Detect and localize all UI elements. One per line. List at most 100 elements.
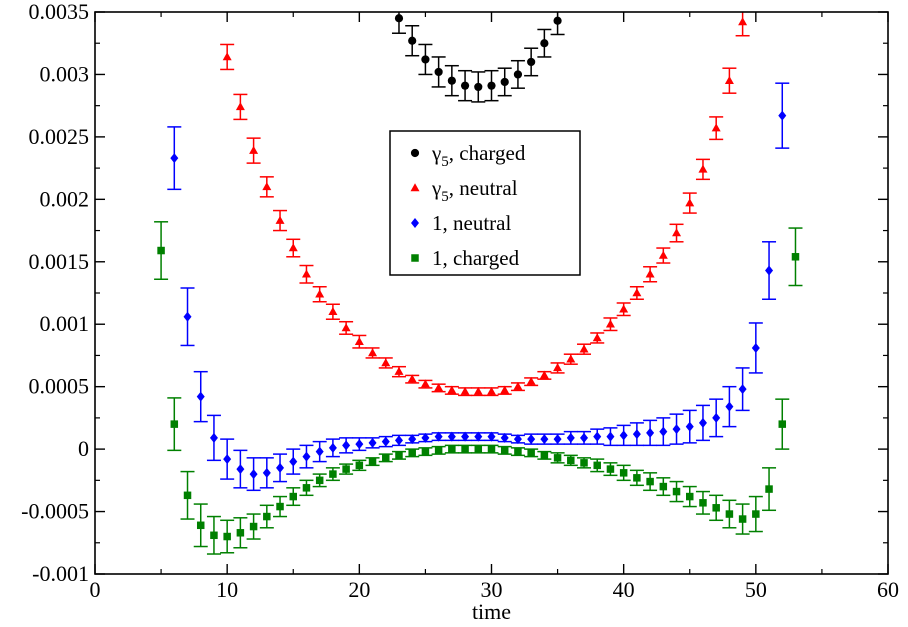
x-tick-label: 30 bbox=[481, 577, 503, 602]
data-point bbox=[236, 464, 245, 475]
data-point bbox=[527, 434, 536, 445]
data-point bbox=[434, 431, 443, 442]
data-point bbox=[619, 469, 628, 477]
data-point bbox=[672, 424, 681, 435]
data-point bbox=[434, 446, 443, 455]
data-point bbox=[474, 82, 483, 92]
data-point bbox=[685, 421, 694, 432]
data-point bbox=[341, 323, 351, 332]
data-point bbox=[394, 435, 403, 446]
data-point bbox=[235, 102, 245, 111]
data-point bbox=[289, 456, 298, 467]
data-point bbox=[196, 391, 205, 402]
data-point bbox=[553, 363, 563, 372]
data-point bbox=[645, 269, 655, 278]
data-point bbox=[368, 457, 377, 466]
data-point bbox=[632, 429, 641, 440]
data-point bbox=[355, 461, 364, 470]
data-point bbox=[791, 253, 800, 261]
plot-area bbox=[154, 12, 803, 555]
data-point bbox=[619, 304, 629, 313]
y-tick-label: 0.0025 bbox=[29, 124, 90, 149]
y-tick-label: 0.0035 bbox=[29, 0, 90, 24]
y-tick-label: 0.0015 bbox=[29, 249, 90, 274]
data-point bbox=[447, 385, 457, 394]
data-point bbox=[487, 445, 496, 453]
data-point bbox=[222, 52, 232, 61]
data-point bbox=[540, 451, 549, 460]
data-point bbox=[395, 451, 403, 460]
data-point bbox=[460, 81, 470, 90]
x-tick-label: 50 bbox=[745, 577, 767, 602]
data-point bbox=[236, 529, 245, 537]
data-point bbox=[447, 76, 456, 85]
data-point bbox=[513, 70, 523, 79]
legend-label: 1, charged bbox=[432, 246, 520, 270]
legend-marker bbox=[411, 254, 419, 262]
data-point bbox=[289, 492, 297, 501]
x-axis-title: time bbox=[472, 599, 511, 624]
data-point bbox=[699, 499, 707, 507]
data-point bbox=[539, 370, 549, 379]
data-point bbox=[553, 16, 562, 25]
data-point bbox=[461, 431, 470, 442]
legend-label: γ5, charged bbox=[431, 141, 526, 170]
y-tick-label: 0.0005 bbox=[29, 374, 90, 399]
legend-marker bbox=[411, 218, 419, 228]
data-point bbox=[209, 432, 218, 443]
y-tick-label: -0.0005 bbox=[21, 499, 89, 524]
data-point bbox=[711, 123, 721, 132]
data-point bbox=[381, 358, 391, 367]
data-point bbox=[328, 442, 337, 453]
data-point bbox=[461, 445, 469, 453]
x-tick-label: 10 bbox=[216, 577, 238, 602]
data-point bbox=[566, 432, 575, 443]
data-point bbox=[183, 311, 192, 322]
legend-label-main: γ bbox=[431, 141, 441, 165]
legend-label-subscript: 5 bbox=[441, 154, 449, 170]
data-point bbox=[381, 436, 390, 447]
data-point bbox=[619, 430, 628, 441]
data-point bbox=[751, 342, 760, 353]
data-point bbox=[170, 153, 179, 164]
data-point bbox=[487, 81, 496, 90]
data-point bbox=[276, 462, 285, 473]
data-point bbox=[540, 434, 549, 445]
data-point bbox=[342, 465, 350, 473]
data-point bbox=[447, 431, 456, 442]
x-tick-label: 20 bbox=[348, 577, 370, 602]
data-point bbox=[527, 449, 535, 457]
data-point bbox=[368, 348, 378, 357]
data-point bbox=[474, 431, 483, 442]
data-point bbox=[606, 465, 615, 473]
data-point bbox=[724, 75, 734, 84]
data-point bbox=[659, 426, 668, 437]
y-tick-label: 0 bbox=[78, 436, 89, 461]
data-point bbox=[672, 228, 682, 237]
data-point bbox=[765, 265, 774, 276]
data-point bbox=[368, 437, 377, 448]
x-tick-label: 40 bbox=[613, 577, 635, 602]
data-point bbox=[580, 459, 588, 467]
data-point bbox=[434, 383, 444, 392]
legend-label-rest: , charged bbox=[449, 141, 526, 165]
legend-label-main: 1 bbox=[432, 211, 443, 235]
data-point bbox=[408, 434, 417, 445]
data-point bbox=[698, 164, 708, 173]
legend-label-main: 1 bbox=[432, 246, 443, 270]
data-point bbox=[223, 532, 231, 541]
data-point bbox=[765, 485, 773, 493]
data-point bbox=[302, 451, 311, 462]
data-point bbox=[579, 344, 589, 353]
data-point bbox=[500, 385, 510, 394]
data-point bbox=[460, 386, 470, 395]
series-3 bbox=[154, 221, 803, 555]
data-point bbox=[421, 447, 430, 456]
data-point bbox=[593, 461, 601, 470]
data-point bbox=[605, 319, 615, 328]
data-point bbox=[487, 386, 496, 395]
data-point bbox=[738, 384, 747, 395]
